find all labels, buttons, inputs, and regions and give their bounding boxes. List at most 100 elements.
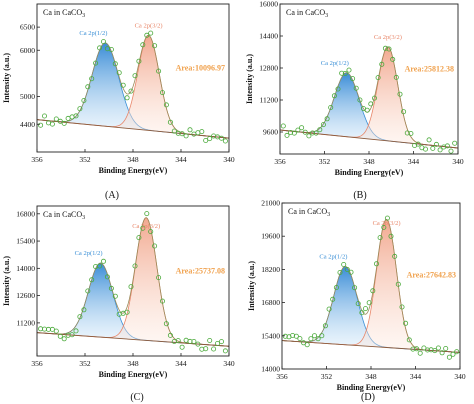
raw-data-point bbox=[128, 284, 134, 290]
plot-area bbox=[280, 45, 458, 154]
x-tick-label: 356 bbox=[274, 157, 286, 166]
background-line bbox=[37, 332, 229, 347]
raw-data-point bbox=[390, 56, 396, 62]
x-tick-label: 344 bbox=[175, 155, 187, 164]
y-tick-label: 6000 bbox=[20, 46, 35, 55]
raw-data-point bbox=[187, 127, 193, 133]
raw-data-point bbox=[433, 141, 439, 147]
peak-label-ca2p32: Ca 2p(3/2) bbox=[373, 220, 401, 227]
raw-data-point bbox=[73, 113, 79, 119]
peak-ca2p32-fill bbox=[280, 46, 458, 148]
raw-data-point bbox=[359, 310, 365, 316]
raw-data-point bbox=[163, 321, 169, 327]
raw-data-point bbox=[352, 285, 358, 291]
panel-title: Ca in CaCO3 bbox=[43, 8, 85, 19]
raw-data-point bbox=[61, 120, 67, 126]
raw-data-point bbox=[422, 146, 428, 152]
raw-data-point bbox=[85, 84, 91, 90]
raw-data-point bbox=[89, 76, 95, 82]
raw-data-point bbox=[132, 263, 138, 269]
y-tick-label: 21000 bbox=[261, 199, 280, 208]
raw-data-point bbox=[406, 337, 412, 343]
panel-letter-label: (B) bbox=[353, 190, 366, 201]
raw-data-point bbox=[353, 85, 359, 91]
raw-data-point bbox=[191, 338, 197, 344]
raw-data-point bbox=[53, 116, 59, 122]
panel-title: Ca in CaCO3 bbox=[286, 8, 328, 19]
raw-data-point bbox=[368, 101, 374, 107]
y-tick-label: 16800 bbox=[261, 298, 280, 307]
peak-ca2p32-fill bbox=[282, 219, 460, 353]
x-tick-label: 348 bbox=[365, 372, 377, 381]
chart-panel-a: 356 352 348 344 340 4400 5000 6000 6500 Binding E… bbox=[2, 3, 235, 201]
raw-data-point bbox=[207, 337, 213, 343]
raw-data-point bbox=[395, 281, 401, 287]
raw-data-point bbox=[414, 346, 420, 352]
raw-data-point bbox=[392, 253, 398, 259]
raw-data-point bbox=[191, 131, 197, 137]
raw-data-point bbox=[446, 354, 452, 360]
raw-data-point bbox=[299, 125, 305, 131]
raw-data-point bbox=[77, 314, 83, 320]
area-label: Area:25812.38 bbox=[405, 65, 454, 74]
y-tick-label: 19600 bbox=[261, 232, 280, 241]
y-tick-label: 15400 bbox=[261, 331, 280, 340]
raw-data-point bbox=[120, 82, 126, 88]
x-tick-label: 348 bbox=[127, 359, 139, 368]
raw-data-point bbox=[344, 266, 350, 272]
raw-data-point bbox=[424, 347, 430, 353]
raw-data-point bbox=[404, 130, 410, 136]
raw-data-point bbox=[319, 333, 325, 339]
raw-data-point bbox=[293, 333, 299, 339]
raw-data-point bbox=[306, 133, 312, 139]
raw-data-point bbox=[454, 349, 460, 355]
raw-data-point bbox=[399, 304, 405, 310]
raw-data-point bbox=[302, 129, 308, 135]
raw-data-point bbox=[324, 116, 330, 122]
y-tick-label: 6500 bbox=[20, 23, 35, 32]
panel-letter-label: (A) bbox=[105, 190, 119, 201]
panel-title: Ca in CaCO3 bbox=[288, 207, 330, 218]
y-axis-label: Intensity (a.u.) bbox=[2, 256, 11, 306]
raw-data-point bbox=[222, 348, 228, 354]
raw-data-point bbox=[222, 138, 228, 144]
peak-label-ca2p32: Ca 2p(3/2) bbox=[374, 34, 402, 41]
panel-letter-label: (C) bbox=[130, 392, 143, 403]
raw-data-point bbox=[203, 137, 209, 143]
raw-data-point bbox=[384, 215, 390, 221]
raw-data-point bbox=[73, 328, 79, 334]
y-tick-label: 5000 bbox=[20, 92, 35, 101]
raw-data-point bbox=[89, 277, 95, 283]
raw-data-point bbox=[53, 328, 59, 334]
raw-data-point bbox=[211, 346, 217, 352]
raw-data-point bbox=[152, 243, 158, 249]
raw-data-point bbox=[57, 333, 63, 339]
raw-data-point bbox=[108, 285, 114, 291]
x-tick-label: 344 bbox=[408, 157, 420, 166]
raw-data-point bbox=[136, 235, 142, 241]
raw-data-point bbox=[341, 261, 347, 267]
raw-data-point bbox=[375, 75, 381, 81]
raw-data-point bbox=[179, 131, 185, 137]
raw-data-point bbox=[152, 43, 158, 49]
x-tick-label: 348 bbox=[127, 155, 139, 164]
x-tick-label: 348 bbox=[363, 157, 375, 166]
raw-data-point bbox=[417, 350, 423, 356]
raw-data-point bbox=[304, 342, 310, 348]
raw-data-point bbox=[108, 47, 114, 53]
raw-data-point bbox=[163, 102, 169, 108]
raw-data-point bbox=[370, 288, 376, 294]
panel-title-subscript: 3 bbox=[327, 212, 330, 218]
plot-area bbox=[37, 211, 229, 354]
y-axis-label: Intensity (a.u.) bbox=[247, 261, 256, 311]
x-axis-label: Binding Energy(eV) bbox=[337, 383, 406, 392]
x-tick-label: 344 bbox=[410, 372, 422, 381]
raw-data-point bbox=[355, 301, 361, 307]
y-tick-label: 18200 bbox=[261, 265, 280, 274]
raw-data-point bbox=[443, 345, 449, 351]
raw-data-point bbox=[320, 122, 326, 128]
raw-data-point bbox=[57, 118, 63, 124]
raw-data-point bbox=[373, 261, 379, 267]
raw-data-point bbox=[218, 135, 224, 141]
raw-data-point bbox=[77, 106, 83, 112]
